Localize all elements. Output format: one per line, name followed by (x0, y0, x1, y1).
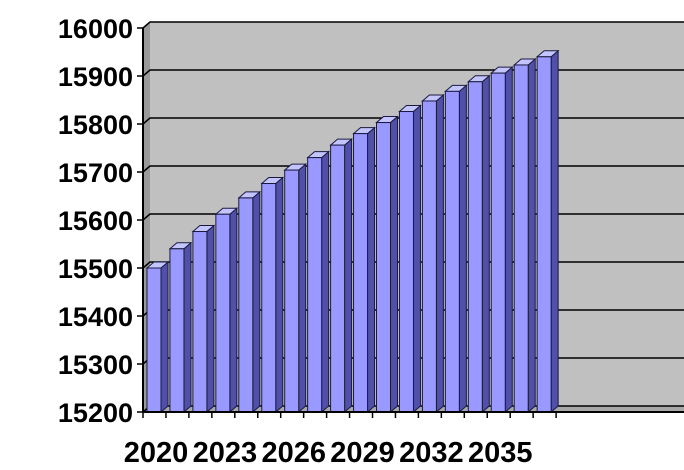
bar-front (444, 90, 460, 413)
bar (466, 74, 491, 414)
bar (214, 207, 239, 414)
bar (191, 224, 216, 414)
bar-side (206, 224, 215, 414)
bar-front (238, 197, 254, 413)
bars (145, 49, 560, 414)
bar-side (367, 126, 376, 414)
y-tick-label: 15400 (58, 302, 133, 332)
x-tick-label: 2032 (399, 437, 464, 469)
bar-front (513, 64, 529, 413)
bar (283, 162, 308, 414)
bar-side (229, 207, 238, 414)
bar-front (421, 100, 437, 413)
y-tick-label: 15600 (58, 206, 133, 236)
x-tick-label: 2026 (261, 437, 326, 469)
bar (535, 49, 560, 414)
bar-side (435, 93, 444, 414)
bar-front (192, 231, 208, 413)
bar-side (321, 150, 330, 414)
y-tick-label: 15200 (58, 398, 133, 428)
y-tick-label: 15900 (58, 62, 133, 92)
y-tick-label: 15700 (58, 158, 133, 188)
bar-side (504, 66, 513, 414)
bar-front (261, 183, 277, 413)
bar-side (344, 138, 353, 414)
bar-side (527, 57, 536, 414)
bar-side (160, 260, 169, 414)
bar (489, 66, 514, 414)
bar (168, 241, 193, 414)
x-tick-label: 2035 (468, 437, 533, 469)
bar-front (376, 122, 391, 413)
bar (260, 176, 285, 414)
y-tick-label: 15300 (58, 350, 133, 380)
bar-front (398, 111, 414, 413)
bar-side (252, 190, 261, 414)
axes (142, 28, 684, 418)
y-tick-label: 15500 (58, 254, 133, 284)
bar (512, 57, 537, 414)
gridline (142, 21, 684, 29)
bar-side (390, 115, 398, 414)
x-axis-tick-labels: 2020 2023 2026 2029 2032 2035 (124, 437, 533, 469)
bar (329, 138, 353, 414)
bar (421, 93, 445, 414)
bar-front (169, 248, 185, 413)
bar-side (275, 176, 284, 414)
bar (306, 150, 331, 414)
bar-side (458, 84, 467, 414)
bar-side (412, 104, 421, 414)
bar (145, 260, 170, 414)
bar-front (330, 144, 346, 413)
x-tick-label: 2020 (124, 437, 189, 469)
bar (398, 104, 422, 414)
x-tick-label: 2023 (193, 437, 258, 469)
bar (237, 190, 262, 414)
bar-front (353, 133, 369, 413)
bar-front (307, 157, 323, 413)
bar-side (550, 49, 559, 414)
bar-side (298, 162, 307, 414)
bar-front (146, 267, 162, 413)
bar (352, 126, 376, 414)
bar (375, 115, 399, 414)
bar-front (215, 213, 231, 413)
bar-side (481, 74, 490, 414)
bar (443, 84, 468, 414)
y-tick-label: 16000 (58, 14, 133, 44)
bar-front (284, 169, 300, 413)
bar-side (183, 241, 192, 414)
y-tick-label: 15800 (58, 110, 133, 140)
bar-front (536, 56, 552, 413)
bar-front (490, 72, 506, 413)
bar-front (467, 81, 483, 413)
y-axis-tick-labels: 15200 15300 15400 15500 15600 15700 15800 15900… (58, 14, 133, 428)
x-tick-label: 2029 (330, 437, 395, 469)
